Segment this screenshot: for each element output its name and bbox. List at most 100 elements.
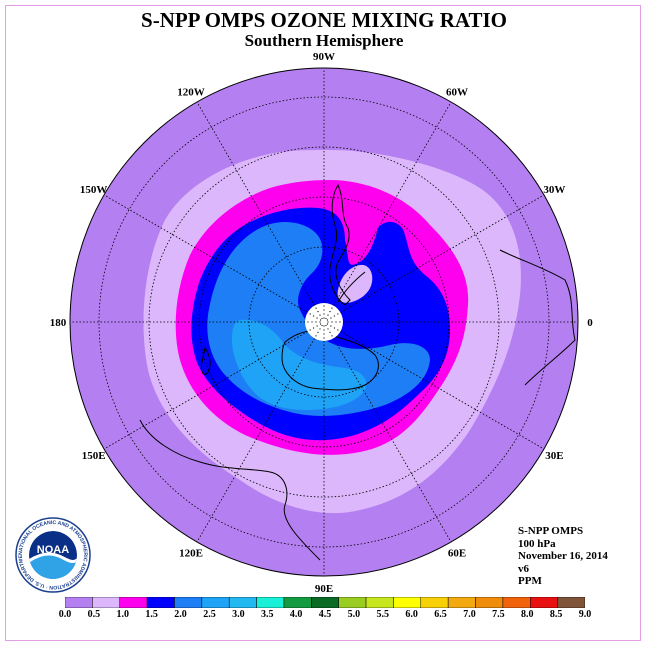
- pole-dot: [319, 328, 321, 330]
- legend-swatch: [92, 597, 120, 608]
- pole-dot: [323, 313, 325, 315]
- pole-dot: [307, 321, 309, 323]
- ozone-band-2.5-3.0: [232, 319, 367, 410]
- graticule: [70, 68, 578, 576]
- meridian-line: [340, 194, 545, 313]
- south-america-coast: [329, 183, 351, 306]
- legend-swatch: [174, 597, 203, 608]
- legend-label: 7.5: [492, 609, 505, 620]
- legend-swatch: [475, 597, 504, 608]
- legend-label: 4.0: [289, 609, 303, 620]
- pole-dot: [319, 314, 321, 316]
- pole-dot: [309, 313, 311, 315]
- pole-dot: [317, 311, 319, 313]
- pole-dot: [309, 329, 311, 331]
- legend-swatch: [447, 597, 476, 608]
- color-legend-labels: 0.0 0.5 1.0 1.5 2.0 2.5 3.0 3.5 4.0 4.5 5.0 5.5 6.0 6…: [0, 609, 648, 623]
- legend-label: 6.0: [405, 609, 418, 620]
- longitude-label: 150W: [80, 184, 108, 196]
- longitude-label: 180: [50, 317, 67, 329]
- legend-swatch: [365, 597, 394, 608]
- legend-label: 0.0: [58, 609, 72, 620]
- legend-swatch: [338, 597, 367, 608]
- pole-dot: [326, 323, 329, 325]
- pole-dot: [311, 321, 313, 323]
- ozone-tongue: [337, 264, 373, 303]
- legend-swatch: [201, 597, 230, 608]
- logo-emblem: [29, 531, 77, 579]
- pole-dot: [331, 321, 333, 323]
- pole-dot: [323, 317, 325, 319]
- pole-dot: [315, 307, 317, 309]
- pole-dot: [327, 314, 329, 316]
- logo-text: NOAA: [37, 544, 69, 556]
- legend-label: 3.5: [260, 609, 274, 620]
- pole-dot: [321, 317, 323, 320]
- pole-dot: [313, 315, 315, 317]
- info-version: v6: [518, 562, 529, 575]
- legend-swatch: [393, 597, 422, 608]
- pole-dot: [323, 333, 325, 335]
- australia-coast: [139, 419, 321, 561]
- pole-dot: [319, 319, 322, 321]
- antarctic-peninsula: [337, 271, 366, 303]
- page-subtitle: Southern Hemisphere: [244, 31, 404, 50]
- pole-dot: [329, 311, 331, 313]
- legend-label: 2.5: [203, 609, 216, 620]
- legend-swatch: [146, 597, 175, 608]
- legend-label: 7.0: [463, 609, 476, 620]
- figure-frame: [5, 5, 641, 641]
- longitude-label: 60E: [448, 547, 466, 559]
- longitude-label: 60W: [446, 87, 468, 99]
- legend-label: 1.0: [116, 609, 130, 620]
- latitude-circle: [98, 96, 550, 548]
- pole-dot: [330, 325, 332, 327]
- pole-dot: [335, 321, 337, 323]
- info-units: PPM: [518, 575, 542, 587]
- legend-swatch: [283, 597, 312, 608]
- longitude-label: 30E: [545, 450, 563, 462]
- legend-label: 2.0: [174, 609, 187, 620]
- legend-label: 1.5: [145, 609, 158, 620]
- legend-swatch: [557, 597, 585, 608]
- pole-dot: [323, 325, 325, 327]
- pole-dot: [325, 317, 327, 320]
- color-legend-bar: [65, 597, 585, 608]
- pole-dot: [313, 327, 315, 329]
- meridian-line: [196, 101, 315, 306]
- legend-label: 9.0: [578, 609, 592, 620]
- map-info-block: S-NPP OMPS 100 hPa November 16, 2014 v6 …: [518, 525, 608, 588]
- longitude-label: 120E: [179, 547, 203, 559]
- legend-label: 4.5: [318, 609, 332, 620]
- pole-dot: [333, 315, 335, 317]
- info-instrument: S-NPP OMPS: [518, 525, 584, 537]
- legend-swatch: [530, 597, 558, 608]
- legend-label: 5.5: [376, 609, 390, 620]
- pole-dot: [331, 335, 333, 337]
- pole-dot: [323, 329, 325, 331]
- meridian-line: [333, 338, 452, 543]
- meridian-line: [103, 194, 308, 313]
- legend-label: 8.0: [520, 609, 534, 620]
- legend-label: 6.5: [434, 609, 447, 620]
- latitude-circle: [148, 146, 500, 498]
- pole-dot: [319, 321, 321, 323]
- pole-dot: [321, 324, 323, 327]
- longitude-label: 30W: [543, 184, 565, 196]
- longitude-label: 0: [587, 317, 593, 329]
- pole-dot: [323, 309, 325, 311]
- info-level: 100 hPa: [518, 537, 556, 550]
- pole-dot: [317, 331, 319, 333]
- legend-swatch: [256, 597, 285, 608]
- pole-dot: [331, 307, 333, 309]
- pole-dot: [323, 337, 325, 339]
- pole-dot: [327, 328, 329, 330]
- pole-dot: [315, 321, 317, 323]
- polar-data-gap: [305, 303, 343, 341]
- legend-label: 3.0: [232, 609, 245, 620]
- new-zealand-coast: [201, 346, 211, 375]
- legend-swatch: [311, 597, 339, 608]
- pole-dot: [337, 313, 339, 315]
